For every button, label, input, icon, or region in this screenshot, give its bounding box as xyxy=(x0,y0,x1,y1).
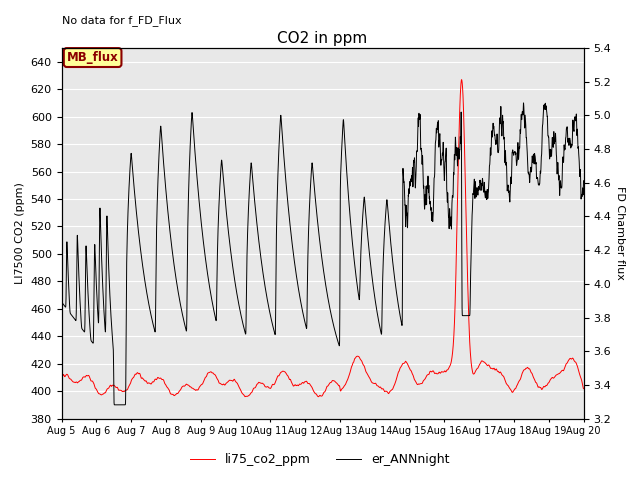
Text: MB_flux: MB_flux xyxy=(67,51,118,64)
li75_co2_ppm xyxy=(152,377,160,383)
li75_co2_ppm xyxy=(447,360,455,365)
er_ANNnight xyxy=(487,152,495,158)
Line: er_ANNnight: er_ANNnight xyxy=(61,103,584,405)
li75_co2_ppm xyxy=(257,381,265,386)
li75_co2_ppm xyxy=(397,364,405,370)
Title: CO2 in ppm: CO2 in ppm xyxy=(277,31,367,46)
li75_co2_ppm xyxy=(458,77,465,83)
Y-axis label: LI7500 CO2 (ppm): LI7500 CO2 (ppm) xyxy=(15,182,25,284)
Text: No data for f_FD_Flux: No data for f_FD_Flux xyxy=(61,15,181,26)
er_ANNnight xyxy=(58,299,65,305)
er_ANNnight xyxy=(152,234,160,240)
er_ANNnight xyxy=(580,178,588,184)
er_ANNnight xyxy=(397,318,405,324)
li75_co2_ppm xyxy=(487,366,495,372)
Y-axis label: FD Chamber flux: FD Chamber flux xyxy=(615,186,625,280)
er_ANNnight xyxy=(257,256,265,262)
Line: li75_co2_ppm: li75_co2_ppm xyxy=(61,80,584,396)
li75_co2_ppm xyxy=(371,381,378,386)
er_ANNnight xyxy=(520,100,527,106)
li75_co2_ppm xyxy=(580,386,588,392)
er_ANNnight xyxy=(447,218,455,224)
Legend: li75_co2_ppm, er_ANNnight: li75_co2_ppm, er_ANNnight xyxy=(186,448,454,471)
li75_co2_ppm xyxy=(314,394,322,399)
er_ANNnight xyxy=(371,294,378,300)
li75_co2_ppm xyxy=(58,375,65,381)
er_ANNnight xyxy=(111,402,118,408)
